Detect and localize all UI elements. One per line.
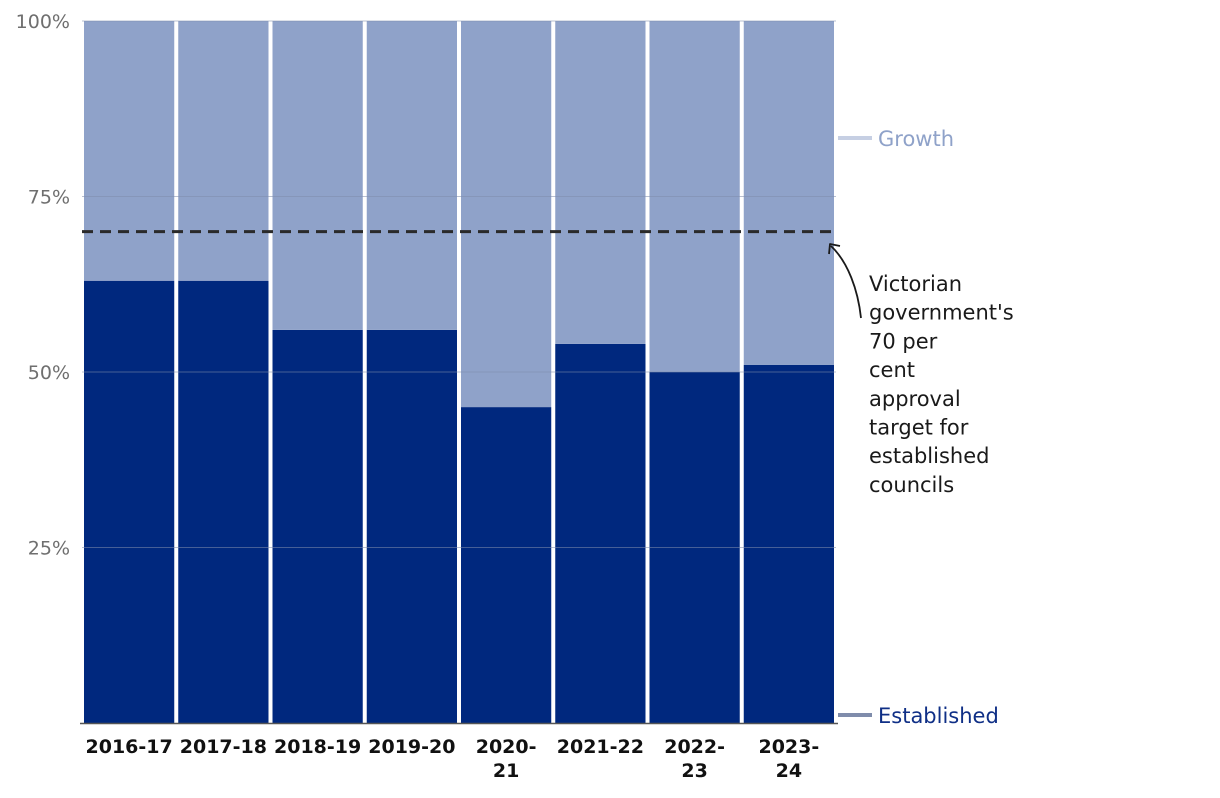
annotation-arrow	[830, 245, 862, 319]
bar-established-2017-18	[178, 280, 269, 723]
bar-growth-2021-22	[555, 21, 646, 344]
annotation: Victorian government's 70 per cent approval t…	[828, 243, 1014, 497]
x-tick-label: 2023-24	[758, 736, 819, 782]
bar-growth-2018-19	[272, 21, 363, 330]
bars-layer	[84, 21, 834, 723]
legend: Growth Established	[838, 127, 999, 728]
x-tick-label: 2020-21	[476, 736, 537, 782]
x-tick-label: 2022-23	[664, 736, 725, 782]
bar-established-2018-19	[272, 329, 363, 723]
bar-established-2020-21	[461, 407, 552, 723]
gridlines	[82, 20, 836, 548]
x-tick-label: 2017-18	[180, 736, 267, 758]
bar-established-2023-24	[743, 364, 834, 723]
x-axis: 2016-17 2017-18 2018-19 2019-20 2020-21 2021-…	[80, 722, 838, 782]
x-tick-label: 2019-20	[368, 736, 455, 758]
y-axis: 25% 50% 75% 100%	[16, 11, 70, 560]
bar-growth-2016-17	[84, 21, 175, 281]
x-tick-label: 2018-19	[274, 736, 361, 758]
bar-growth-2017-18	[178, 21, 269, 281]
x-tick-label: 2016-17	[86, 736, 173, 758]
bar-growth-2023-24	[743, 21, 834, 365]
bar-growth-2020-21	[461, 21, 552, 408]
bar-established-2021-22	[555, 343, 646, 723]
target-annotation-text: Victorian government's 70 per cent approval t…	[869, 272, 1014, 497]
legend-growth-label: Growth	[878, 127, 954, 151]
y-tick-label: 25%	[28, 538, 70, 560]
legend-established-label: Established	[878, 704, 999, 728]
bar-established-2016-17	[84, 280, 175, 723]
y-tick-label: 50%	[28, 362, 70, 384]
bar-growth-2019-20	[366, 21, 457, 330]
y-tick-label: 100%	[16, 11, 70, 33]
y-tick-label: 75%	[28, 187, 70, 209]
annotation-arrowhead	[828, 243, 841, 255]
x-tick-label: 2021-22	[557, 736, 644, 758]
bar-established-2019-20	[366, 329, 457, 723]
